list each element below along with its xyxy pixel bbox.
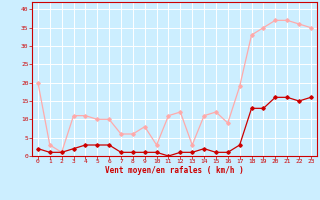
- X-axis label: Vent moyen/en rafales ( km/h ): Vent moyen/en rafales ( km/h ): [105, 166, 244, 175]
